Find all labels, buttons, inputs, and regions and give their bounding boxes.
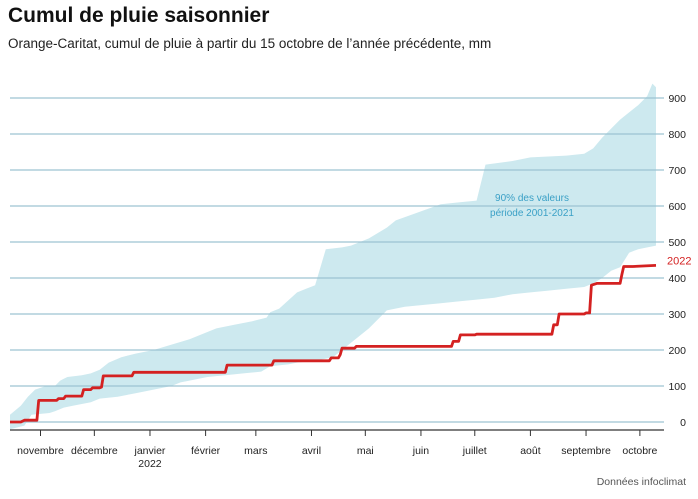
x-tick-label: avril <box>302 445 321 457</box>
percentile-band <box>10 83 656 430</box>
series-line-2022 <box>10 264 657 424</box>
x-tick-label: décembre <box>71 445 118 457</box>
y-tick-label: 800 <box>668 129 686 141</box>
x-tick-label: juin <box>412 445 430 457</box>
x-tick-label: octobre <box>622 445 657 457</box>
x-tick-label: septembre <box>561 445 611 457</box>
x-tick-label: février <box>191 445 221 457</box>
x-tick-label: janvier <box>134 445 166 457</box>
x-tick-year-label: 2022 <box>138 458 162 470</box>
x-tick-label: mai <box>357 445 374 457</box>
data-source: Données infoclimat <box>596 476 686 488</box>
y-tick-label: 100 <box>668 381 686 393</box>
chart-title: Cumul de pluie saisonnier <box>8 4 270 27</box>
band-label-line2: période 2001-2021 <box>490 208 574 219</box>
y-tick-label: 500 <box>668 237 686 249</box>
x-tick-label: mars <box>244 445 267 457</box>
y-tick-label: 300 <box>668 309 686 321</box>
y-tick-label: 900 <box>668 93 686 105</box>
x-tick-label: novembre <box>17 445 64 457</box>
y-tick-label: 0 <box>680 417 686 429</box>
band-label-line1: 90% des valeurs <box>495 193 569 204</box>
chart-subtitle: Orange-Caritat, cumul de pluie à partir … <box>8 36 492 51</box>
x-tick-label: août <box>520 445 541 457</box>
grid-layer <box>10 97 664 436</box>
label-layer: 0 100 200 300 400 500 600 700 800 900 novembre déce… <box>17 93 691 470</box>
series-label-2022: 2022 <box>667 255 691 267</box>
series-layer <box>10 264 657 424</box>
percentile-band-layer <box>10 83 656 430</box>
y-tick-label: 700 <box>668 165 686 177</box>
y-tick-label: 400 <box>668 273 686 285</box>
y-tick-label: 600 <box>668 201 686 213</box>
y-tick-label: 200 <box>668 345 686 357</box>
x-tick-label: juillet <box>462 445 487 457</box>
